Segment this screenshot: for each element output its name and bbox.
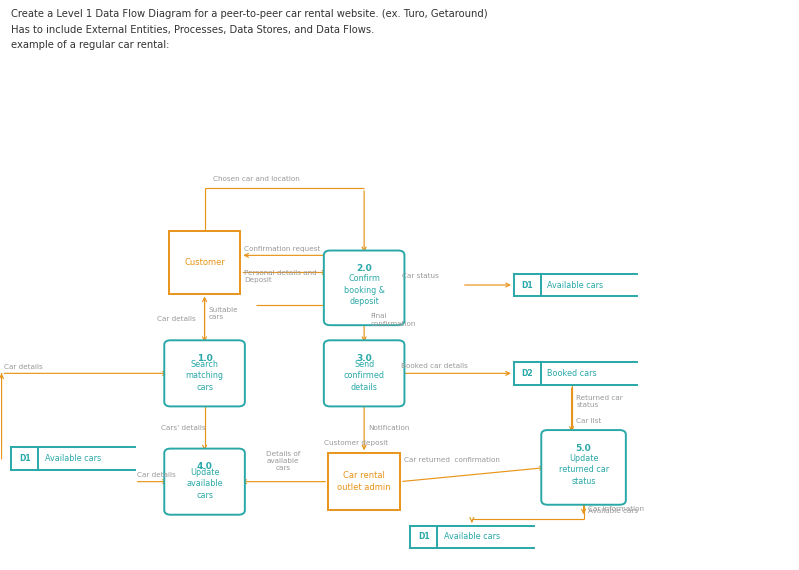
Text: Car details: Car details — [137, 472, 176, 478]
Text: D1: D1 — [418, 532, 429, 541]
Text: Notification: Notification — [368, 425, 410, 430]
FancyBboxPatch shape — [541, 430, 626, 505]
Text: Available cars: Available cars — [587, 508, 638, 514]
Text: Car status: Car status — [402, 273, 439, 279]
Text: Car list: Car list — [576, 418, 602, 424]
Text: 5.0: 5.0 — [576, 443, 591, 453]
Text: 3.0: 3.0 — [356, 354, 372, 363]
Text: Available cars: Available cars — [547, 280, 603, 290]
Text: Available cars: Available cars — [443, 532, 499, 541]
Text: Booked car details: Booked car details — [401, 363, 468, 369]
Text: Confirmation request: Confirmation request — [244, 246, 321, 252]
Text: Customer deposit: Customer deposit — [324, 440, 388, 446]
Text: D1: D1 — [19, 454, 30, 463]
Text: Final
confirmation: Final confirmation — [371, 314, 416, 327]
FancyBboxPatch shape — [165, 449, 244, 515]
Text: D1: D1 — [522, 280, 533, 290]
Text: 4.0: 4.0 — [197, 462, 213, 471]
Text: Details of
available
cars: Details of available cars — [266, 451, 300, 471]
Text: Car rental
outlet admin: Car rental outlet admin — [337, 471, 391, 492]
Text: Booked cars: Booked cars — [547, 369, 597, 378]
Text: Returned car
status: Returned car status — [576, 394, 623, 408]
FancyBboxPatch shape — [169, 231, 240, 294]
FancyBboxPatch shape — [324, 340, 404, 406]
Text: Car details: Car details — [157, 316, 196, 322]
Text: Customer: Customer — [184, 258, 225, 267]
Text: Send
confirmed
details: Send confirmed details — [344, 360, 384, 392]
Text: 1.0: 1.0 — [197, 354, 213, 363]
Text: Chosen car and location: Chosen car and location — [213, 176, 300, 182]
Text: Cars' details: Cars' details — [161, 425, 205, 430]
Text: Car returned  confirmation: Car returned confirmation — [404, 457, 500, 463]
Text: Search
matching
cars: Search matching cars — [185, 360, 224, 392]
Text: Confirm
booking &
deposit: Confirm booking & deposit — [344, 274, 384, 306]
Text: Create a Level 1 Data Flow Diagram for a peer-to-peer car rental website. (ex. T: Create a Level 1 Data Flow Diagram for a… — [10, 9, 487, 19]
Text: Suitable
cars: Suitable cars — [209, 307, 238, 320]
Text: Available cars: Available cars — [45, 454, 101, 463]
FancyBboxPatch shape — [328, 453, 400, 510]
Text: 2.0: 2.0 — [356, 264, 372, 273]
Text: Has to include External Entities, Processes, Data Stores, and Data Flows.: Has to include External Entities, Proces… — [10, 25, 374, 35]
Text: example of a regular car rental:: example of a regular car rental: — [10, 40, 169, 51]
Text: D2: D2 — [522, 369, 533, 378]
Text: Car details: Car details — [4, 364, 42, 370]
Text: Car information: Car information — [587, 506, 643, 512]
FancyBboxPatch shape — [324, 251, 404, 325]
FancyBboxPatch shape — [165, 340, 244, 406]
Text: Personal details and
Deposit: Personal details and Deposit — [244, 270, 317, 283]
Text: Update
available
cars: Update available cars — [186, 468, 223, 500]
Text: Update
returned car
status: Update returned car status — [559, 454, 609, 486]
